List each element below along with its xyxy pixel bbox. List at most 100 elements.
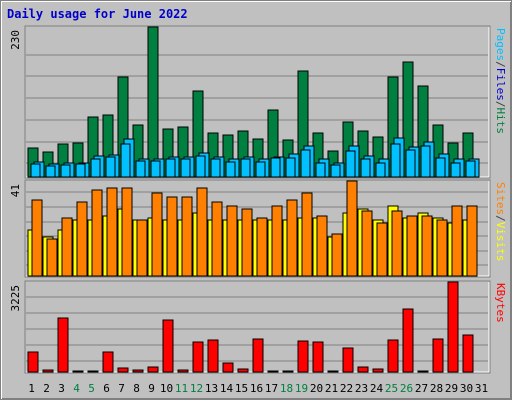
bar-kbytes-day-20 [312,341,324,373]
bar-pages-day-19 [300,149,311,178]
bar-pages-day-1 [30,163,41,178]
x-tick-label-day-18: 18 [280,382,293,395]
bar-sites-day-11 [181,196,193,277]
x-tick-label-day-28: 28 [430,382,443,395]
bar-pages-day-6 [105,156,116,178]
x-tick-label-day-3: 3 [58,382,65,395]
x-tick-label-day-7: 7 [118,382,125,395]
bar-sites-day-30 [466,205,478,277]
x-tick-label-day-11: 11 [175,382,188,395]
legend-entry: / [494,215,507,222]
panel-sites-visits: 41 Sites/Visits [9,179,507,278]
x-tick-label-day-12: 12 [190,382,203,395]
bar-kbytes-day-21 [327,370,339,373]
bar-kbytes-day-6 [102,351,114,373]
bar-kbytes-day-24 [372,368,384,373]
bar-pages-day-11 [180,158,191,178]
x-tick-label-day-27: 27 [415,382,428,395]
legend-hits-files-pages: Pages/Files/Hits [494,28,507,134]
legend-sites-visits: Sites/Visits [494,182,507,262]
bar-kbytes-day-17 [267,370,279,373]
bar-pages-day-14 [225,161,236,178]
bar-pages-day-28 [435,157,446,178]
x-tick-label-day-2: 2 [43,382,50,395]
x-tick-label-day-22: 22 [340,382,353,395]
legend-entry: Pages [494,28,507,61]
bar-kbytes-day-25 [387,339,399,373]
bar-kbytes-day-26 [402,308,414,373]
bar-kbytes-day-8 [132,369,144,373]
x-tick-label-day-21: 21 [325,382,338,395]
bar-pages-day-5 [90,158,101,178]
bar-pages-day-23 [360,158,371,178]
x-tick-label-day-23: 23 [355,382,368,395]
bar-kbytes-day-7 [117,367,129,373]
bar-pages-day-8 [135,160,146,178]
bar-kbytes-day-23 [357,366,369,373]
bar-pages-day-25 [390,143,401,178]
x-tick-label-day-6: 6 [103,382,110,395]
x-tick-label-day-30: 30 [460,382,473,395]
bar-kbytes-day-9 [147,366,159,373]
bar-pages-day-2 [45,165,56,178]
bar-sites-day-5 [91,189,103,277]
bar-sites-day-25 [391,210,403,277]
bar-sites-day-8 [136,219,148,277]
bar-kbytes-day-14 [222,362,234,373]
y-max-label: 230 [9,30,22,50]
bar-sites-day-9 [151,192,163,277]
bar-sites-day-27 [421,215,433,277]
y-max-label: 41 [9,184,22,197]
x-tick-label-day-24: 24 [370,382,384,395]
x-tick-label-day-19: 19 [295,382,308,395]
bar-pages-day-7 [120,143,131,178]
bar-sites-day-18 [286,199,298,277]
bar-pages-day-22 [345,150,356,178]
page-title: Daily usage for June 2022 [7,7,188,21]
bar-kbytes-day-15 [237,368,249,373]
bar-sites-day-24 [376,222,388,277]
x-tick-label-day-31: 31 [475,382,488,395]
panel-hits-files-pages: 230 Pages/Files/Hits [9,25,507,179]
bar-sites-day-13 [211,201,223,277]
bar-sites-day-16 [256,217,268,277]
bar-sites-day-1 [31,199,43,277]
bar-sites-day-17 [271,205,283,277]
x-tick-label-day-15: 15 [235,382,248,395]
bar-pages-day-9 [150,160,161,178]
bar-pages-day-3 [60,164,71,178]
x-tick-label-day-10: 10 [160,382,173,395]
bar-sites-day-20 [316,215,328,277]
bar-kbytes-day-3 [57,317,69,373]
legend-entry: / [494,61,507,68]
bar-sites-day-15 [241,208,253,277]
bar-kbytes-day-29 [447,281,459,373]
bar-sites-day-4 [76,201,88,277]
bar-kbytes-day-30 [462,334,474,373]
x-tick-label-day-17: 17 [265,382,278,395]
bar-pages-day-4 [75,163,86,178]
bar-hits-day-9 [147,26,159,178]
bar-sites-day-23 [361,210,373,277]
bar-sites-day-29 [451,205,463,277]
x-tick-label-day-29: 29 [445,382,458,395]
bar-sites-day-3 [61,217,73,277]
x-tick-label-day-14: 14 [220,382,234,395]
bar-pages-day-21 [330,164,341,178]
bar-pages-day-27 [420,145,431,178]
bar-pages-day-24 [375,162,386,178]
bar-sites-day-19 [301,192,313,277]
bar-kbytes-day-2 [42,369,54,373]
bar-kbytes-day-1 [27,351,39,373]
bar-kbytes-day-10 [162,319,174,373]
bar-pages-day-17 [270,157,281,178]
legend-entry: Hits [494,108,507,135]
bar-kbytes-day-4 [72,370,84,373]
bar-kbytes-day-5 [87,370,99,373]
bar-pages-day-13 [210,158,221,178]
bar-kbytes-day-18 [282,370,294,373]
x-tick-label-day-1: 1 [28,382,35,395]
bar-sites-day-28 [436,219,448,277]
x-tick-label-day-20: 20 [310,382,323,395]
